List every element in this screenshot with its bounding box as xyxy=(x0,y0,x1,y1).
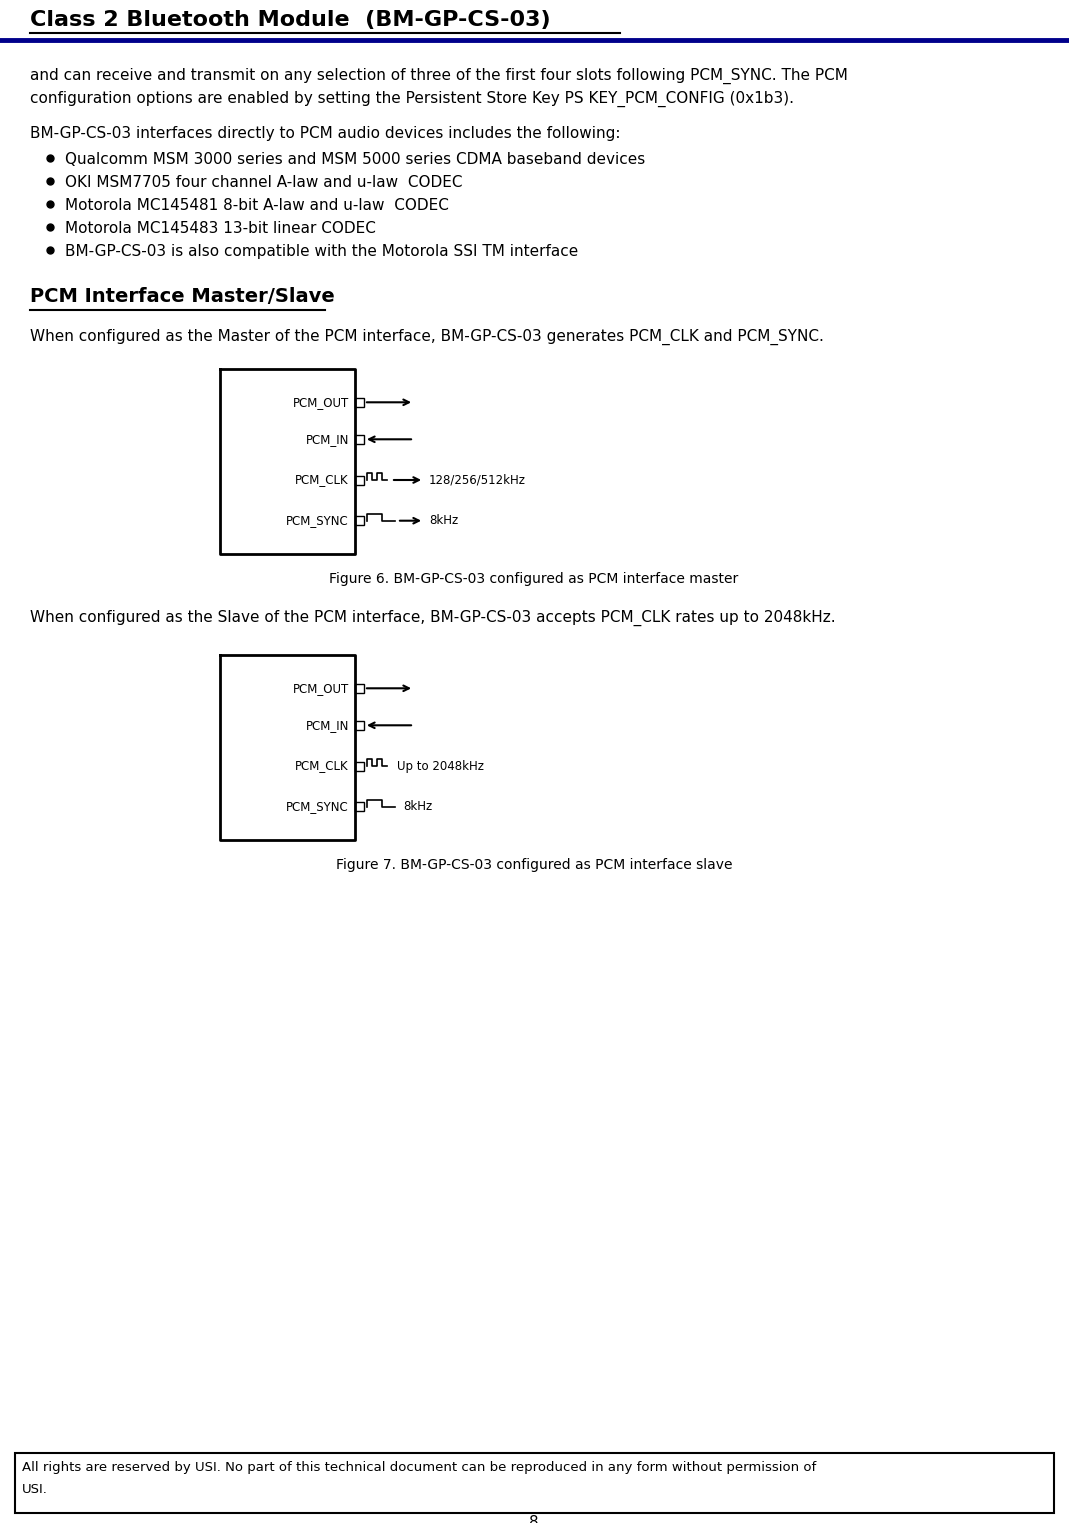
Text: Class 2 Bluetooth Module  (BM-GP-CS-03): Class 2 Bluetooth Module (BM-GP-CS-03) xyxy=(30,11,551,30)
Bar xyxy=(355,720,365,730)
Text: PCM_SYNC: PCM_SYNC xyxy=(286,515,348,527)
Text: PCM_SYNC: PCM_SYNC xyxy=(286,800,348,813)
Text: When configured as the Slave of the PCM interface, BM-GP-CS-03 accepts PCM_CLK r: When configured as the Slave of the PCM … xyxy=(30,611,836,626)
Text: USI.: USI. xyxy=(22,1483,48,1496)
Bar xyxy=(15,1453,1054,1512)
Text: PCM_IN: PCM_IN xyxy=(306,433,348,446)
Text: PCM_CLK: PCM_CLK xyxy=(295,474,348,486)
Text: All rights are reserved by USI. No part of this technical document can be reprod: All rights are reserved by USI. No part … xyxy=(22,1461,817,1474)
Text: Motorola MC145481 8-bit A-law and u-law  CODEC: Motorola MC145481 8-bit A-law and u-law … xyxy=(65,198,449,213)
Text: and can receive and transmit on any selection of three of the first four slots f: and can receive and transmit on any sele… xyxy=(30,69,848,84)
Text: Qualcomm MSM 3000 series and MSM 5000 series CDMA baseband devices: Qualcomm MSM 3000 series and MSM 5000 se… xyxy=(65,152,646,168)
Bar xyxy=(355,475,365,484)
Text: Figure 6. BM-GP-CS-03 configured as PCM interface master: Figure 6. BM-GP-CS-03 configured as PCM … xyxy=(329,573,739,586)
Text: PCM_OUT: PCM_OUT xyxy=(293,682,348,694)
Text: OKI MSM7705 four channel A-law and u-law  CODEC: OKI MSM7705 four channel A-law and u-law… xyxy=(65,175,463,190)
Text: Up to 2048kHz: Up to 2048kHz xyxy=(397,760,484,772)
Text: BM-GP-CS-03 interfaces directly to PCM audio devices includes the following:: BM-GP-CS-03 interfaces directly to PCM a… xyxy=(30,126,620,142)
Text: 8: 8 xyxy=(529,1515,539,1523)
Text: Motorola MC145483 13-bit linear CODEC: Motorola MC145483 13-bit linear CODEC xyxy=(65,221,376,236)
Bar xyxy=(355,803,365,812)
Text: 8kHz: 8kHz xyxy=(429,515,459,527)
Text: configuration options are enabled by setting the Persistent Store Key PS KEY_PCM: configuration options are enabled by set… xyxy=(30,91,794,107)
Text: 8kHz: 8kHz xyxy=(403,800,432,813)
Bar xyxy=(355,516,365,525)
Bar xyxy=(355,762,365,771)
Bar xyxy=(355,434,365,443)
Text: Figure 7. BM-GP-CS-03 configured as PCM interface slave: Figure 7. BM-GP-CS-03 configured as PCM … xyxy=(336,857,732,873)
Text: BM-GP-CS-03 is also compatible with the Motorola SSI TM interface: BM-GP-CS-03 is also compatible with the … xyxy=(65,244,578,259)
Text: PCM_IN: PCM_IN xyxy=(306,719,348,731)
Text: PCM Interface Master/Slave: PCM Interface Master/Slave xyxy=(30,286,335,306)
Text: PCM_CLK: PCM_CLK xyxy=(295,760,348,772)
Bar xyxy=(355,684,365,693)
Text: When configured as the Master of the PCM interface, BM-GP-CS-03 generates PCM_CL: When configured as the Master of the PCM… xyxy=(30,329,824,346)
Text: 128/256/512kHz: 128/256/512kHz xyxy=(429,474,526,486)
Bar xyxy=(355,398,365,407)
Text: PCM_OUT: PCM_OUT xyxy=(293,396,348,408)
